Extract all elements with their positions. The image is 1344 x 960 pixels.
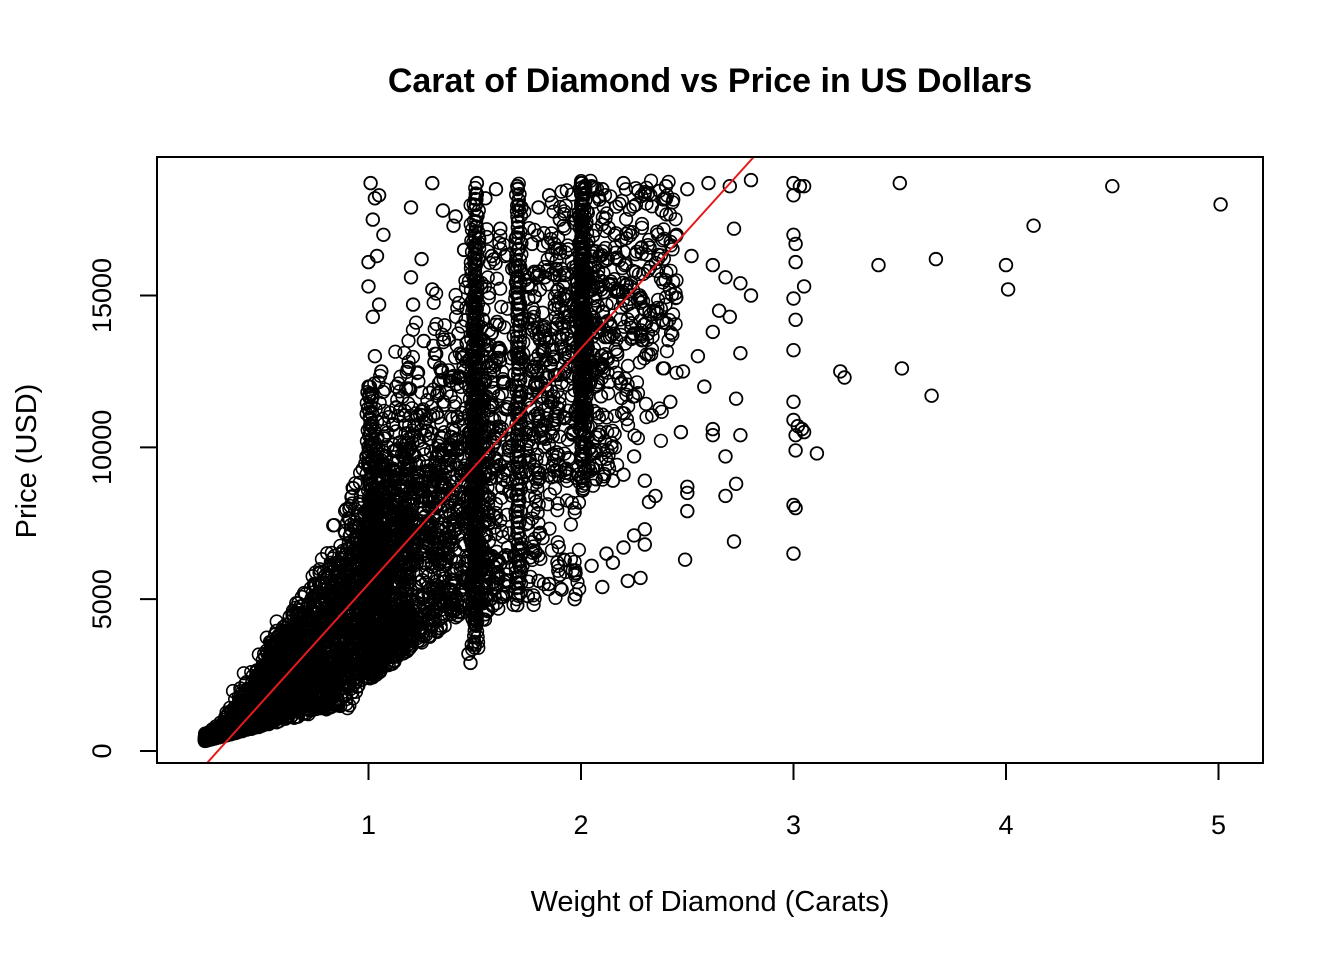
scatter-point (558, 198, 573, 213)
scatter-point (236, 666, 251, 681)
scatter-point (409, 315, 424, 330)
scatter-point (563, 517, 579, 532)
scatter-point (634, 220, 650, 235)
scatter-point (397, 345, 412, 361)
scatter-point (557, 204, 572, 219)
scatter-point (643, 173, 659, 188)
scatter-point (638, 396, 654, 412)
scatter-point (640, 263, 655, 279)
scatter-point (618, 182, 634, 197)
scatter-point (607, 426, 622, 442)
scatter-point (550, 496, 566, 511)
scatter-point (388, 344, 403, 359)
scatter-point (654, 404, 669, 419)
scatter-point (593, 389, 609, 404)
scatter-point (527, 222, 542, 237)
scatter-point (326, 518, 341, 533)
scatter-point (657, 361, 672, 376)
dense-point-cloud (197, 173, 684, 749)
scatter-point (488, 470, 503, 485)
scatter-point (634, 216, 650, 232)
scatter-point (659, 207, 674, 222)
scatter-point (665, 242, 680, 257)
scatter-point (542, 487, 558, 502)
scatter-point (531, 497, 546, 512)
scatter-point (448, 395, 463, 410)
scatter-point (655, 275, 671, 290)
scatter-point (659, 316, 674, 331)
scatter-point (653, 433, 669, 448)
scatter-point (620, 358, 636, 374)
scatter-point (639, 196, 654, 211)
scatter-point (613, 312, 628, 327)
scatter-point (551, 539, 566, 555)
scatter-point (448, 287, 463, 303)
scatter-point (426, 295, 441, 310)
scatter-point (658, 297, 673, 312)
scatter-point (571, 542, 587, 558)
scatter-point (489, 271, 505, 286)
chart-title: Carat of Diamond vs Price in US Dollars (388, 62, 1032, 100)
scatter-point (401, 354, 416, 369)
scatter-point (669, 365, 684, 380)
scatter-point (558, 410, 573, 426)
scatter-point (601, 386, 616, 401)
scatter-point (405, 322, 421, 338)
scatter-point (659, 188, 675, 203)
scatter-point (668, 291, 684, 306)
